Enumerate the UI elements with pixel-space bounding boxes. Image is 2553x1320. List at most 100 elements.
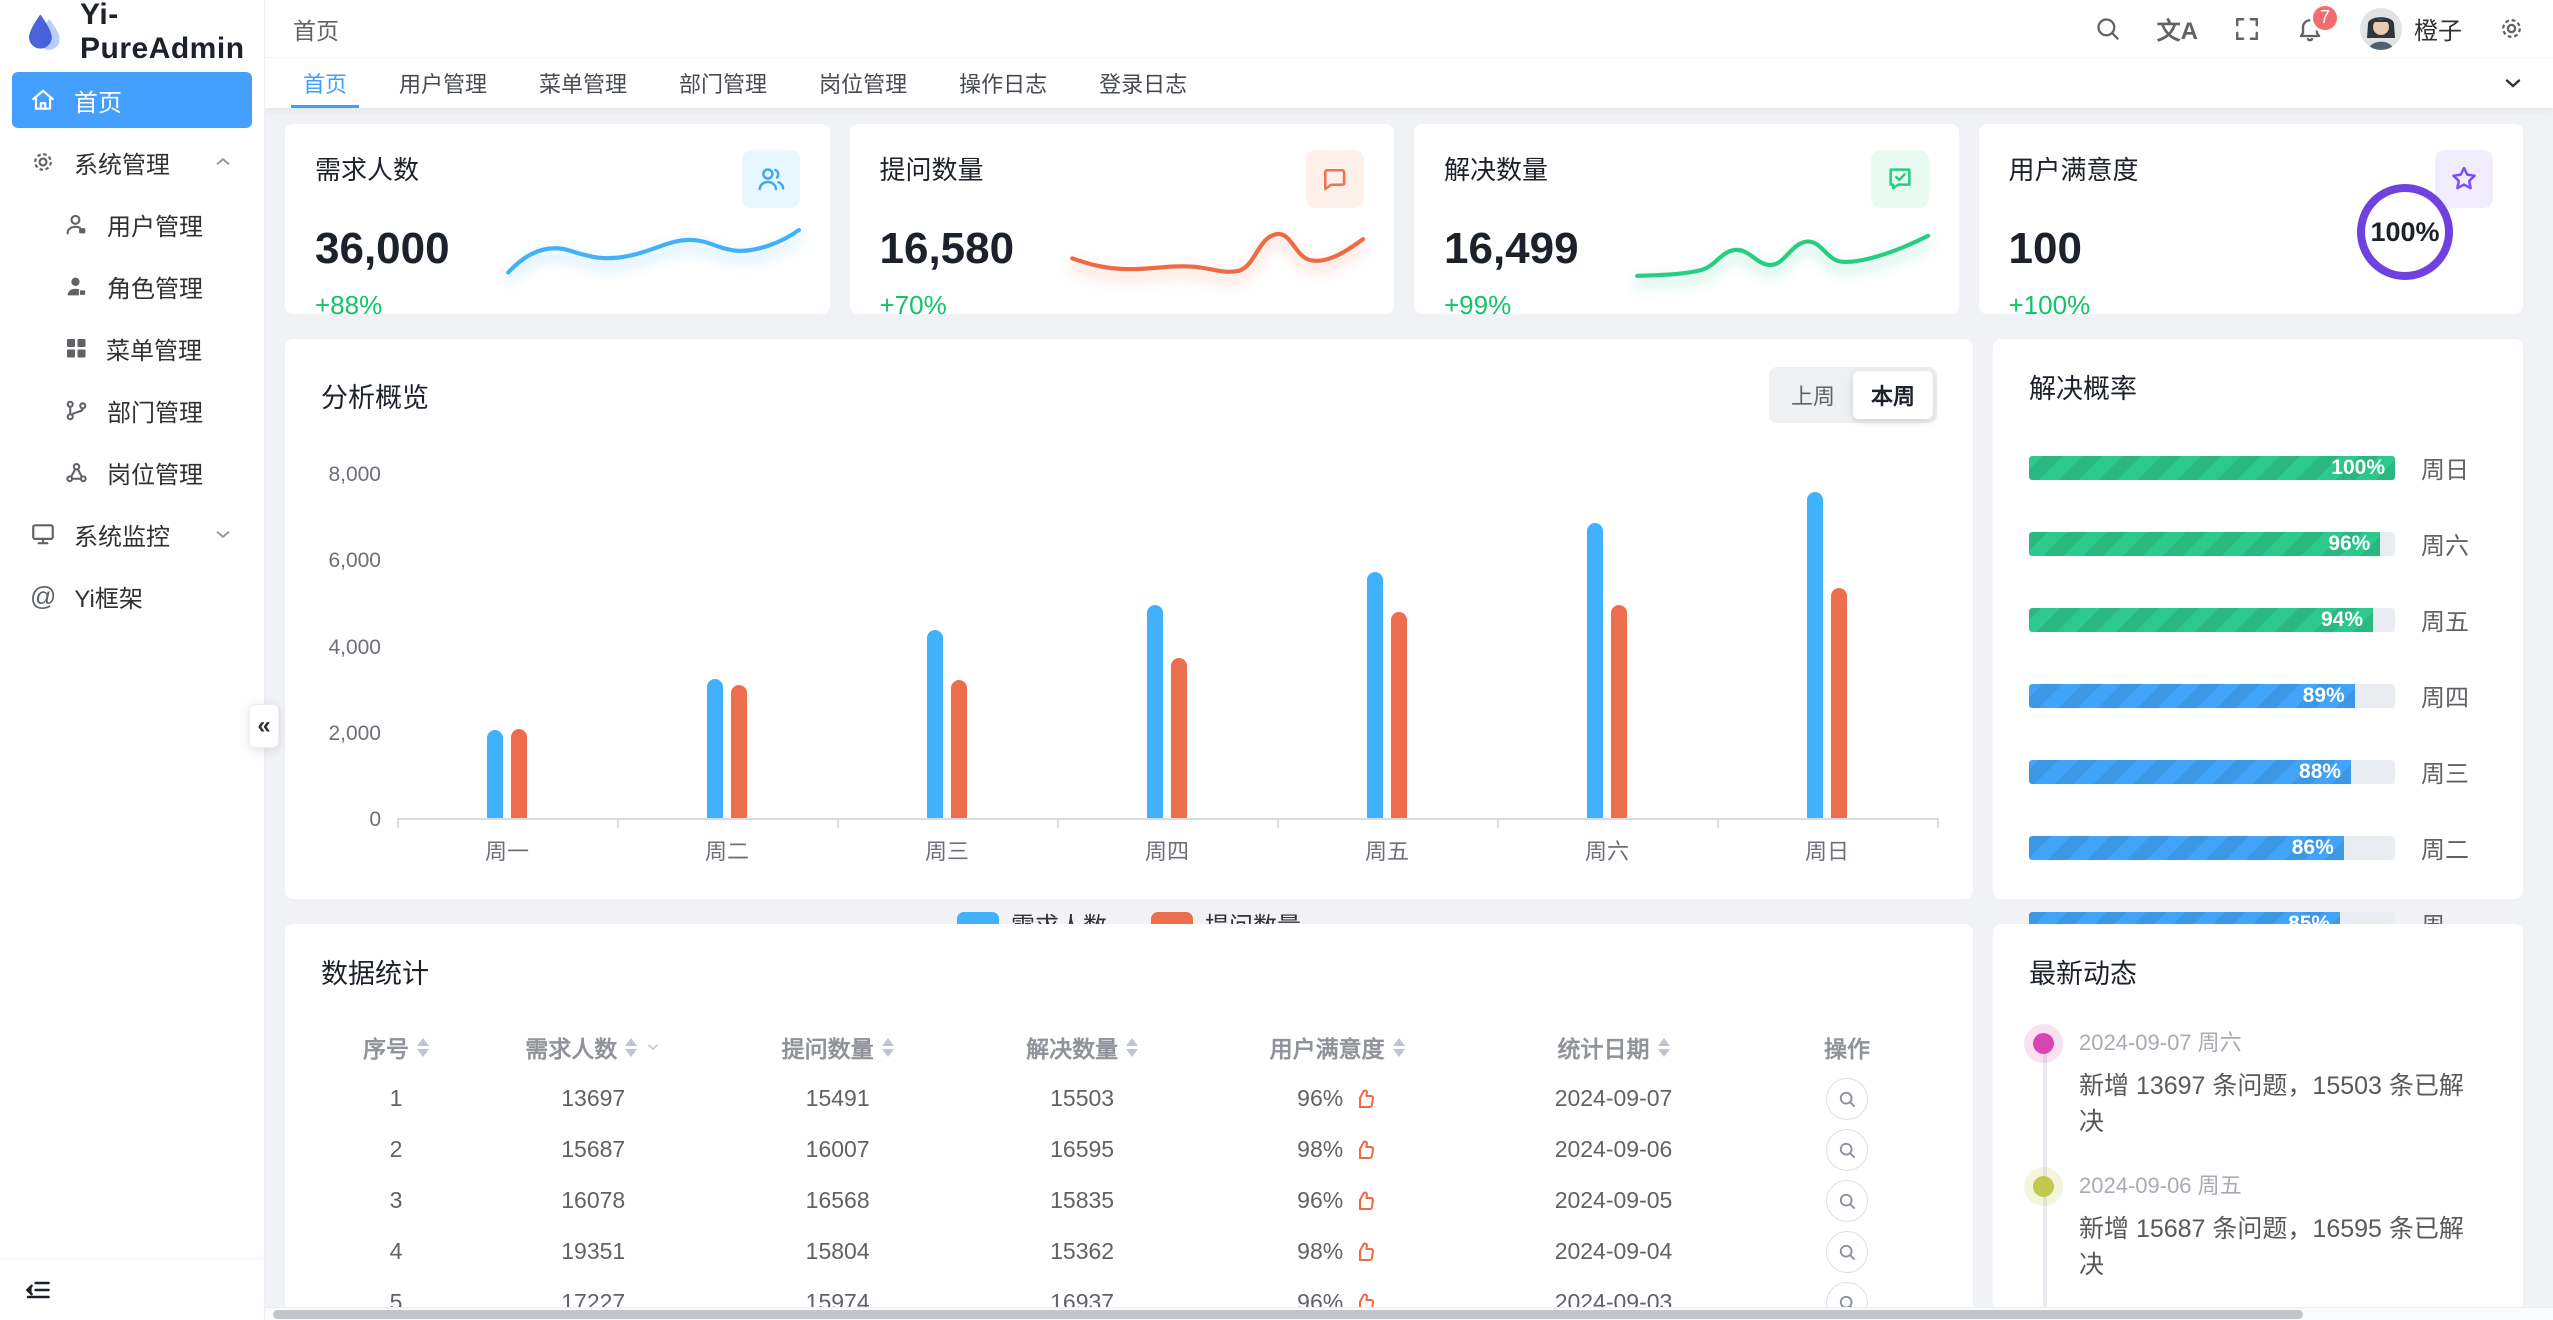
- view-detail-button[interactable]: [1826, 1077, 1868, 1120]
- stat-value: 36,000: [315, 224, 450, 273]
- cell-index: 3: [389, 1187, 403, 1213]
- stat-title: 用户满意度: [2008, 155, 2139, 185]
- progress-day-label: 周四: [2421, 685, 2469, 712]
- settings-gear-icon[interactable]: [2498, 15, 2525, 42]
- bar-提问数量-周三: [951, 680, 967, 818]
- star-icon: [2435, 150, 2493, 208]
- view-detail-button[interactable]: [1826, 1128, 1868, 1171]
- sparkline-blue: [504, 210, 804, 290]
- sidebar-item-system-monitor[interactable]: 系统监控: [12, 506, 252, 562]
- table-row-1: 1 13697 15491 15503 96% 2024-09-07: [321, 1073, 1937, 1124]
- sidebar-item-user-management[interactable]: 用户管理: [12, 196, 252, 252]
- progress-fill: 86%: [2029, 835, 2344, 860]
- table-row-3: 3 16078 16568 15835 96% 2024-09-05: [321, 1175, 1937, 1226]
- bar-需求人数-周日: [1807, 491, 1823, 818]
- sort-carets-icon[interactable]: [625, 1037, 638, 1057]
- horizontal-scrollbar-thumb[interactable]: [273, 1310, 2303, 1319]
- tab-3[interactable]: 部门管理: [679, 72, 768, 97]
- progress-day-label: 周二: [2421, 837, 2469, 864]
- fullscreen-icon[interactable]: [2234, 16, 2260, 42]
- search-icon[interactable]: [2094, 15, 2121, 42]
- sidebar-collapse-handle[interactable]: «: [249, 704, 279, 748]
- sidebar-item-system-management[interactable]: 系统管理: [12, 134, 252, 190]
- bar-提问数量-周四: [1171, 657, 1187, 818]
- translate-icon[interactable]: 文A: [2156, 18, 2198, 45]
- axis-tick: [837, 818, 839, 828]
- horizontal-scrollbar[interactable]: [265, 1307, 2553, 1320]
- progress-track: 96%: [2029, 531, 2395, 556]
- column-header-date[interactable]: 统计日期: [1470, 1030, 1757, 1064]
- magnifier-icon: [1839, 1244, 1855, 1260]
- solve-rate-row-周四: 89% 周四: [2029, 678, 2487, 713]
- latest-news-title: 最新动态: [2029, 959, 2137, 989]
- sort-carets-icon[interactable]: [1392, 1037, 1405, 1057]
- bar-chart: 8,000 6,000 4,000 2,000 0 周一 周二 周三 周四 周五 周六 周日: [321, 463, 1939, 866]
- cell-satisfaction: 96%: [1204, 1085, 1470, 1112]
- view-detail-button[interactable]: [1826, 1179, 1868, 1222]
- role-icon: [64, 274, 89, 299]
- thumbs-up-icon: [1359, 1140, 1375, 1159]
- sidebar-item-menu-management[interactable]: 菜单管理: [12, 320, 252, 376]
- tab-0[interactable]: 首页: [277, 58, 373, 108]
- notification-badge: 7: [2310, 2, 2340, 33]
- stat-delta: +99%: [1444, 290, 1512, 320]
- column-header-solved[interactable]: 解决数量: [960, 1030, 1204, 1064]
- magnifier-icon: [1839, 1193, 1855, 1209]
- stat-card-solved: 解决数量 16,499 +99%: [1414, 124, 1959, 320]
- breadcrumb[interactable]: 首页: [293, 17, 339, 44]
- column-header-index[interactable]: 序号: [321, 1030, 471, 1064]
- user-menu[interactable]: 橙子: [2360, 7, 2462, 50]
- tab-5[interactable]: 操作日志: [959, 72, 1048, 97]
- bar-提问数量-周五: [1391, 611, 1407, 818]
- column-header-questions[interactable]: 提问数量: [715, 1030, 959, 1064]
- chevron-down-icon: [212, 523, 234, 545]
- solve-rate-row-周二: 86% 周二: [2029, 830, 2487, 865]
- tab-4[interactable]: 岗位管理: [819, 72, 908, 97]
- tabs-more-chevron-icon[interactable]: [2485, 58, 2541, 108]
- sidebar-item-department-management[interactable]: 部门管理: [12, 382, 252, 438]
- stat-delta: +88%: [315, 290, 383, 320]
- sidebar-item-label: 用户管理: [107, 213, 203, 241]
- tab-6[interactable]: 登录日志: [1099, 72, 1188, 97]
- filter-chevron-icon[interactable]: [645, 1039, 661, 1055]
- sort-carets-icon[interactable]: [881, 1037, 894, 1057]
- sidebar-item-home[interactable]: 首页: [12, 72, 252, 128]
- stat-card-questions: 提问数量 16,580 +70%: [849, 124, 1394, 320]
- this-week-option[interactable]: 本周: [1852, 371, 1933, 419]
- column-header-demand[interactable]: 需求人数: [471, 1030, 715, 1064]
- page-content: 需求人数 36,000 +88% 提问数量: [265, 108, 2553, 1320]
- sidebar-item-post-management[interactable]: 岗位管理: [12, 444, 252, 500]
- progress-value: 94%: [2321, 607, 2364, 631]
- sort-carets-icon[interactable]: [1126, 1037, 1139, 1057]
- progress-value: 86%: [2291, 835, 2334, 859]
- app-logo[interactable]: Yi-PureAdmin: [0, 0, 264, 65]
- column-header-satisfaction[interactable]: 用户满意度: [1204, 1030, 1470, 1064]
- week-toggle: 上周 本周: [1768, 367, 1937, 423]
- bar-提问数量-周六: [1611, 604, 1627, 818]
- data-table-card: 数据统计 序号 需求人数 提问数量: [285, 924, 1973, 1320]
- sidebar-item-role-management[interactable]: 角色管理: [12, 258, 252, 314]
- view-detail-button[interactable]: [1826, 1230, 1868, 1273]
- bell-icon[interactable]: 7: [2296, 2, 2340, 43]
- progress-track: 94%: [2029, 607, 2395, 632]
- menu-fold-icon[interactable]: [24, 1276, 52, 1304]
- sidebar-item-yi-framework[interactable]: @ Yi框架: [12, 568, 252, 624]
- monitor-icon: [30, 521, 56, 547]
- last-week-option[interactable]: 上周: [1790, 384, 1835, 409]
- branch-icon: [64, 398, 89, 423]
- x-axis-label: 周五: [1364, 839, 1409, 864]
- top-navbar: 首页 文A 7: [265, 0, 2553, 58]
- sort-carets-icon[interactable]: [417, 1037, 429, 1057]
- satisfaction-ring: 100%: [2357, 184, 2453, 280]
- tab-2[interactable]: 菜单管理: [539, 72, 628, 97]
- bar-需求人数-周一: [487, 730, 503, 818]
- app-title: Yi-PureAdmin: [80, 0, 245, 65]
- sort-carets-icon[interactable]: [1657, 1037, 1670, 1057]
- bar-需求人数-周二: [707, 678, 723, 818]
- gear-icon: [30, 149, 56, 175]
- progress-day-label: 周三: [2421, 761, 2469, 788]
- cell-questions: 16568: [805, 1187, 870, 1213]
- progress-track: 88%: [2029, 759, 2395, 784]
- tab-1[interactable]: 用户管理: [399, 72, 488, 97]
- sparkline-green: [1633, 210, 1933, 290]
